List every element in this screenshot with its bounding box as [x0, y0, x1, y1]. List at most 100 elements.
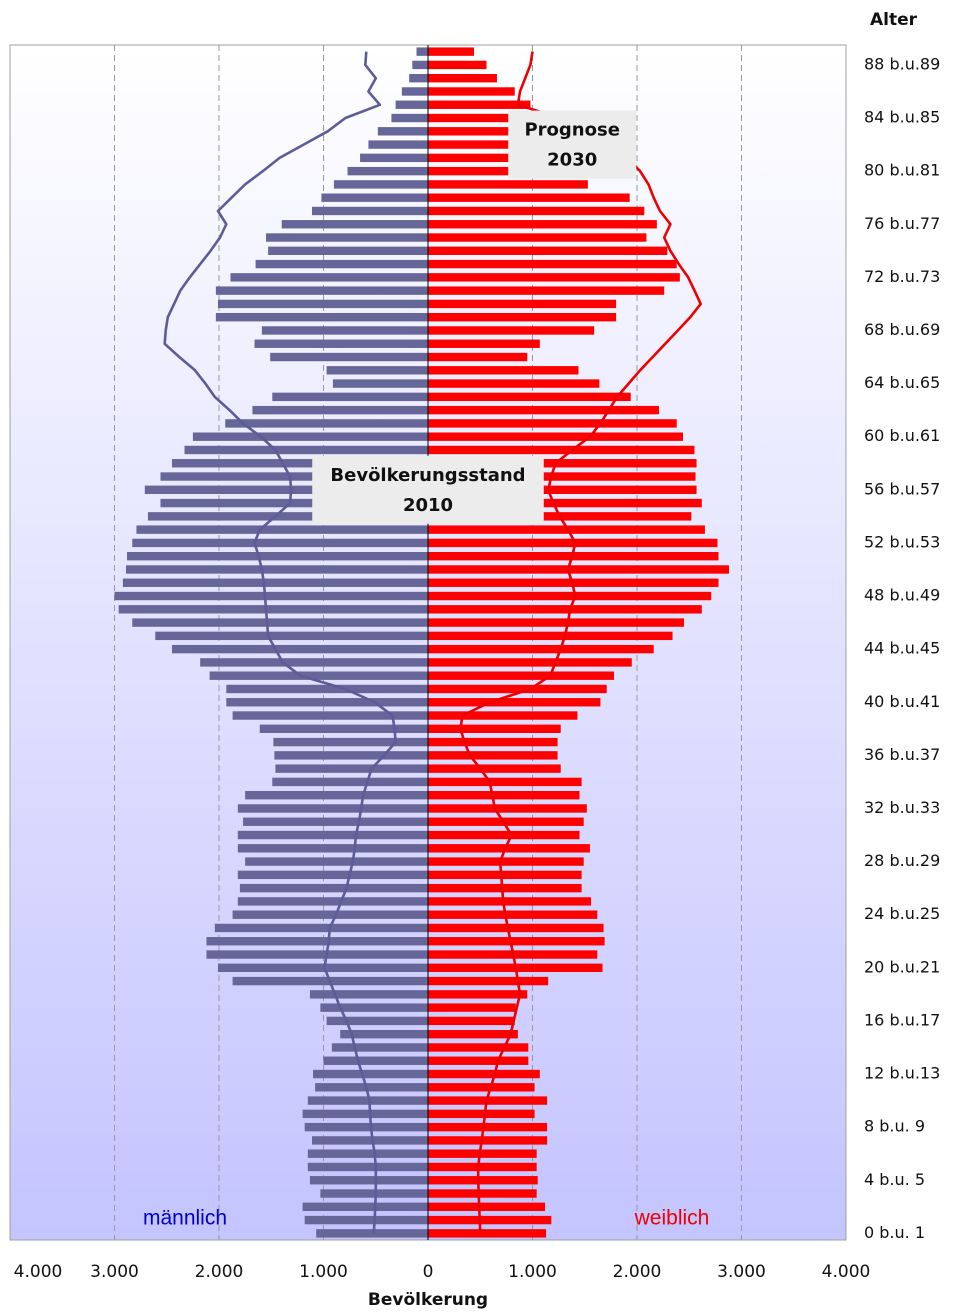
y-tick-label: 72 b.u.73: [864, 267, 940, 286]
bar: [428, 47, 474, 56]
bar: [428, 140, 560, 149]
bar: [428, 817, 584, 826]
bar: [171, 459, 428, 468]
bar: [171, 644, 428, 654]
bar: [312, 1136, 428, 1145]
forecast-line: [163, 51, 397, 1234]
bar: [428, 870, 582, 880]
bar: [428, 711, 578, 720]
y-tick-label: 24 b.u.25: [864, 904, 940, 923]
y-tick-label: 16 b.u.17: [864, 1010, 940, 1029]
bar: [307, 1149, 428, 1158]
bar: [377, 127, 428, 136]
bar: [428, 764, 561, 773]
bar: [237, 830, 428, 840]
bar: [281, 220, 428, 229]
bar: [304, 1215, 428, 1225]
bar: [428, 804, 587, 813]
bar: [200, 658, 428, 667]
bar: [428, 485, 697, 495]
bar: [428, 937, 605, 946]
bar: [428, 445, 695, 455]
legend-label: männlich: [143, 1207, 227, 1230]
bar: [428, 1136, 548, 1145]
y-tick-label: 48 b.u.49: [864, 586, 940, 605]
bar: [243, 817, 428, 826]
bar: [401, 87, 428, 96]
bar: [428, 1189, 537, 1198]
bar: [428, 366, 579, 375]
bar: [312, 206, 428, 216]
bar: [428, 1056, 529, 1065]
bar: [245, 790, 428, 800]
y-tick-label: 4 b.u. 5: [864, 1170, 925, 1189]
y-tick-label: 8 b.u. 9: [864, 1117, 925, 1136]
x-tick-label: 2.000: [195, 1262, 244, 1282]
bar: [347, 166, 428, 176]
bar: [331, 1043, 428, 1052]
bar: [428, 259, 677, 269]
bar: [270, 352, 428, 362]
bar: [368, 140, 428, 149]
bar: [428, 525, 705, 534]
bar: [245, 857, 428, 866]
x-tick-label: 1.000: [508, 1262, 557, 1282]
bar: [428, 405, 659, 415]
bar: [326, 366, 428, 375]
bar: [428, 1016, 515, 1026]
bar: [428, 591, 712, 601]
bar: [428, 246, 668, 256]
bar: [144, 485, 428, 495]
x-tick-label: 3.000: [717, 1262, 766, 1282]
bar: [147, 512, 428, 521]
bar: [136, 525, 428, 534]
bar: [428, 671, 615, 680]
annotation-box: [508, 110, 637, 179]
bar: [428, 392, 631, 402]
bar: [428, 87, 515, 96]
y-tick-label: 40 b.u.41: [864, 692, 940, 711]
bar: [266, 233, 428, 242]
bar: [272, 777, 428, 787]
bar: [309, 1176, 428, 1185]
bar: [428, 127, 551, 136]
bar: [302, 1109, 428, 1119]
bar: [428, 472, 696, 481]
bar: [125, 565, 429, 574]
bar: [428, 698, 601, 707]
bar: [428, 153, 580, 163]
bar: [428, 1149, 537, 1158]
bar: [230, 273, 428, 282]
bar: [428, 605, 702, 614]
bar: [428, 180, 588, 189]
bar: [428, 498, 702, 508]
bar: [412, 60, 428, 70]
bar: [428, 1202, 546, 1212]
bar: [428, 790, 580, 800]
bar: [428, 1043, 529, 1052]
bar: [428, 631, 673, 641]
bar: [272, 392, 428, 402]
bar: [209, 671, 428, 680]
bar: [428, 618, 685, 627]
bar: [416, 47, 428, 56]
y-tick-label: 80 b.u.81: [864, 161, 940, 180]
bar: [428, 273, 680, 282]
bar: [239, 883, 428, 893]
bar: [428, 844, 590, 853]
bar: [214, 923, 428, 933]
y-tick-label: 76 b.u.77: [864, 214, 940, 233]
bar: [428, 857, 584, 866]
bar: [428, 1029, 518, 1039]
bar: [217, 299, 428, 309]
bar: [237, 870, 428, 880]
annotation-text: 2030: [547, 150, 597, 171]
bar: [409, 73, 428, 83]
bar: [232, 910, 428, 919]
bar: [428, 166, 584, 176]
y-tick-label: 0 b.u. 1: [864, 1223, 925, 1242]
bar: [428, 897, 592, 906]
bar: [232, 711, 428, 720]
bar: [428, 220, 657, 229]
